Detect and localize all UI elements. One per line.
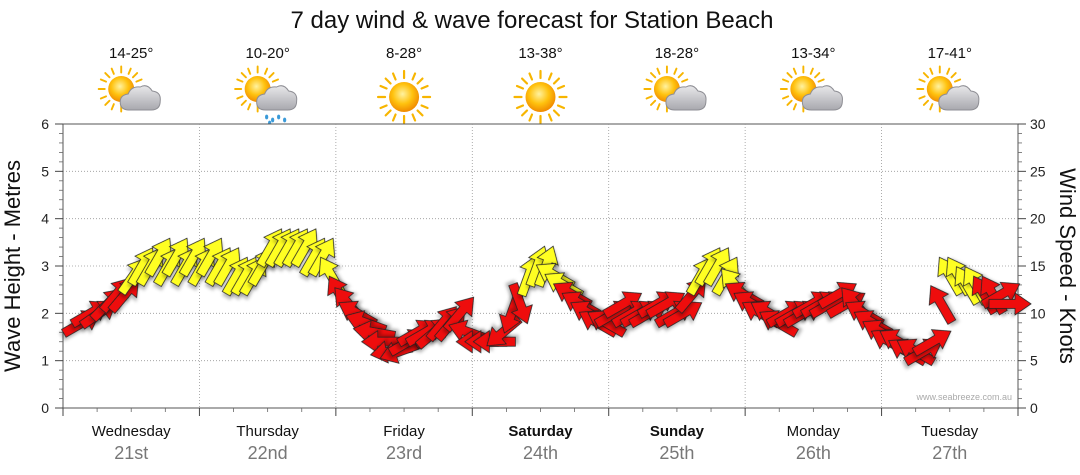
left-tick-label: 1 bbox=[41, 353, 49, 369]
day-name-label: Tuesday bbox=[921, 423, 978, 440]
wind-arrow bbox=[988, 292, 1032, 316]
day-date-label: 24th bbox=[523, 443, 558, 463]
day-name-label: Sunday bbox=[650, 423, 705, 440]
chart-title: 7 day wind & wave forecast for Station B… bbox=[291, 7, 774, 34]
right-tick-label: 0 bbox=[1030, 400, 1038, 416]
temperature-label: 8-28° bbox=[386, 45, 422, 62]
left-axis: 0 1 2 3 4 5 6 bbox=[41, 116, 63, 416]
right-tick-label: 25 bbox=[1030, 163, 1046, 179]
right-axis-title: Wind Speed - Knots bbox=[1055, 168, 1080, 364]
day-name-label: Monday bbox=[787, 423, 841, 440]
temperature-label: 10-20° bbox=[245, 45, 289, 62]
temperature-label: 13-34° bbox=[791, 45, 835, 62]
day-date-label: 21st bbox=[114, 443, 148, 463]
left-tick-label: 5 bbox=[41, 163, 49, 179]
day-name-label: Thursday bbox=[236, 423, 299, 440]
sun-icon bbox=[513, 69, 568, 125]
left-tick-label: 2 bbox=[41, 305, 49, 321]
x-axis: Wednesday 21st Thursday 22nd Friday 23rd Satur… bbox=[62, 408, 1019, 463]
temperature-label: 18-28° bbox=[655, 45, 699, 62]
right-tick-label: 5 bbox=[1030, 353, 1038, 369]
day-name-label: Saturday bbox=[508, 423, 573, 440]
left-tick-label: 0 bbox=[41, 400, 49, 416]
temperature-label: 17-41° bbox=[928, 45, 972, 62]
wind-arrows bbox=[61, 228, 1032, 367]
wind-arrow bbox=[928, 285, 957, 325]
right-tick-label: 20 bbox=[1030, 211, 1046, 227]
sun-cloud-icon bbox=[779, 65, 843, 113]
right-tick-label: 30 bbox=[1030, 116, 1046, 132]
day-date-label: 27th bbox=[932, 443, 967, 463]
sun-cloud-icon bbox=[97, 65, 161, 113]
watermark: www.seabreeze.com.au bbox=[915, 392, 1012, 402]
wind-arrow bbox=[508, 282, 533, 325]
left-axis-title: Wave Height - Metres bbox=[0, 160, 25, 372]
left-tick-label: 6 bbox=[41, 116, 49, 132]
sun-rain-icon bbox=[234, 65, 298, 125]
right-tick-label: 10 bbox=[1030, 305, 1046, 321]
day-date-label: 25th bbox=[659, 443, 694, 463]
left-tick-label: 4 bbox=[41, 211, 49, 227]
wind-arrow bbox=[442, 296, 475, 333]
sun-icon bbox=[376, 69, 432, 125]
right-axis: 0 5 10 15 20 25 30 bbox=[1018, 116, 1046, 416]
right-tick-label: 15 bbox=[1030, 258, 1046, 274]
sun-cloud-icon bbox=[916, 65, 980, 113]
left-tick-label: 3 bbox=[41, 258, 49, 274]
temperature-label: 14-25° bbox=[109, 45, 153, 62]
day-name-label: Wednesday bbox=[92, 423, 171, 440]
sun-cloud-icon bbox=[643, 65, 707, 113]
day-date-label: 23rd bbox=[386, 443, 422, 463]
day-date-label: 26th bbox=[796, 443, 831, 463]
temperature-label: 13-38° bbox=[518, 45, 562, 62]
wind-arrow bbox=[911, 329, 952, 357]
day-date-label: 22nd bbox=[248, 443, 288, 463]
day-name-label: Friday bbox=[383, 423, 425, 440]
forecast-day-headers: 14-25° 10-20° 8-28° 13-38° 18-28° 13-34° 17-41… bbox=[97, 45, 980, 125]
